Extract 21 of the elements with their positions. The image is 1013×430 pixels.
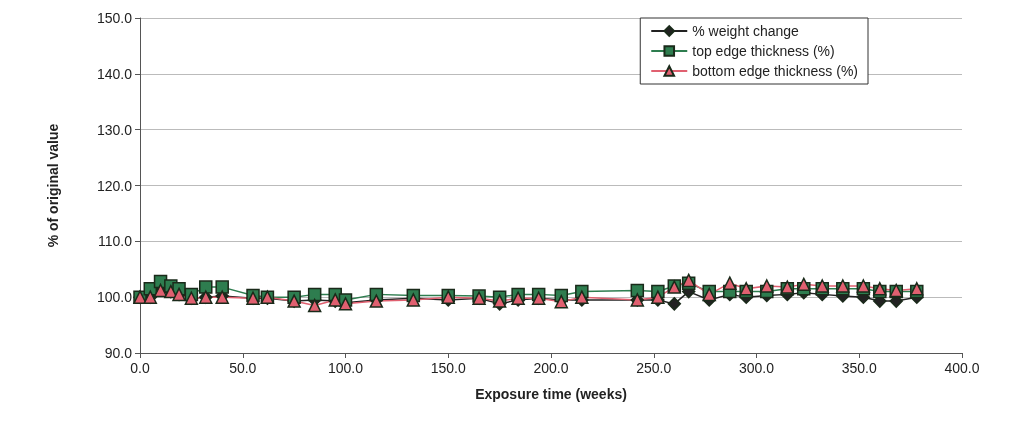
x-tick-label: 350.0 [841,360,877,376]
x-tick-label: 150.0 [430,360,466,376]
y-tick-label: 150.0 [96,10,133,26]
x-tick-label: 200.0 [533,360,569,376]
y-tick-label: 100.0 [96,289,133,306]
y-tick-label: 110.0 [98,233,133,250]
x-tick-label: 0.0 [130,360,150,376]
y-tick-label: 120.0 [96,177,133,194]
x-tick-label: 250.0 [636,360,672,376]
x-tick-label: 300.0 [738,360,775,376]
legend-label: bottom edge thickness (%) [692,63,859,79]
y-tick-label: 130.0 [96,121,133,138]
x-tick-label: 50.0 [229,360,257,376]
x-tick-label: 400.0 [944,360,980,376]
y-tick-label: 90.0 [104,345,133,361]
x-tick-label: 100.0 [327,360,364,376]
y-axis-title: % of original value [45,123,61,248]
legend-label: top edge thickness (%) [692,43,835,59]
y-tick-label: 140.0 [96,65,133,82]
x-axis-title: Exposure time (weeks) [475,386,627,402]
legend-label: % weight change [692,23,800,39]
